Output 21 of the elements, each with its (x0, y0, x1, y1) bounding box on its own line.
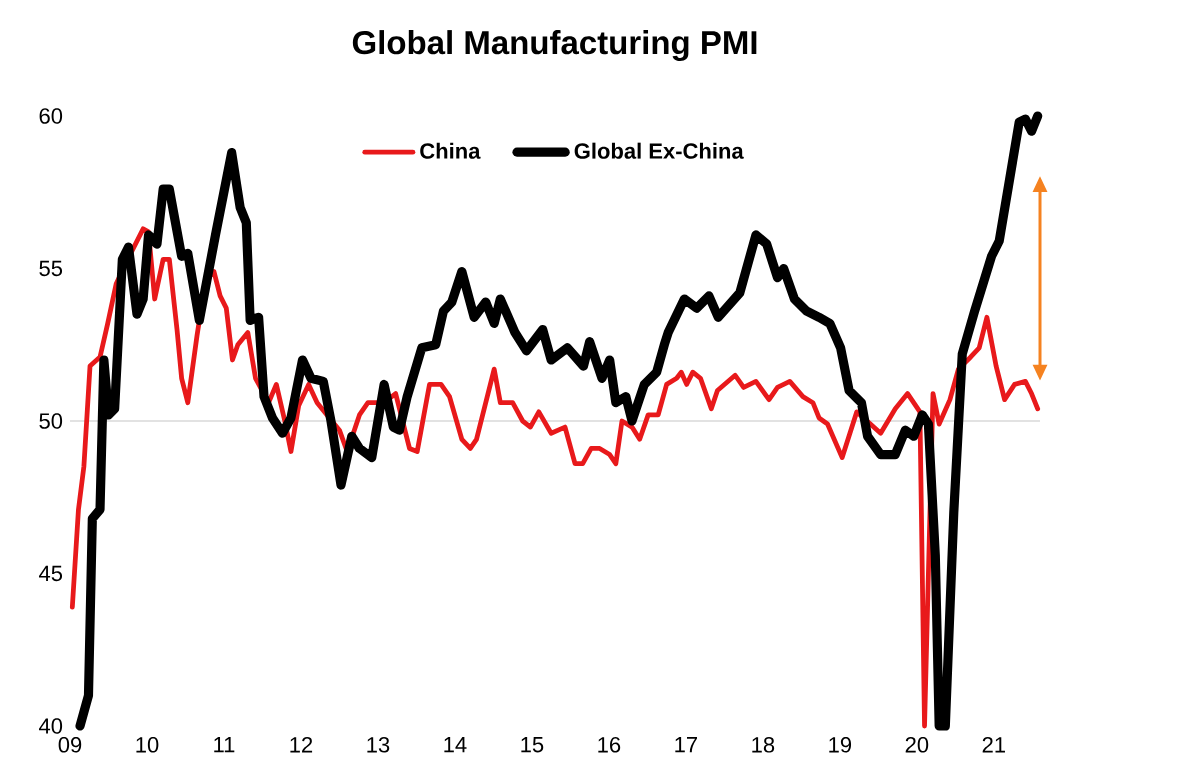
y-tick-label: 40 (38, 718, 63, 734)
y-tick-label: 45 (38, 565, 63, 582)
legend-label: China (420, 142, 481, 159)
legend-label: Global Ex-China (574, 142, 744, 159)
x-tick-label: 21 (982, 737, 1005, 753)
x-tick-label: 09 (58, 737, 82, 753)
x-tick-label: 13 (367, 737, 390, 753)
x-tick-label: 18 (752, 737, 775, 753)
x-tick-label: 16 (598, 737, 621, 753)
chart-title: Global Manufacturing PMI (352, 30, 757, 61)
x-tick-label: 14 (444, 737, 467, 753)
x-tick-label: 10 (136, 737, 159, 753)
x-tick-label: 15 (521, 737, 544, 753)
x-tick-label: 12 (290, 737, 313, 753)
x-tick-label: 20 (905, 737, 929, 753)
y-tick-label: 55 (39, 260, 63, 277)
x-tick-label: 19 (829, 737, 852, 753)
y-tick-label: 60 (39, 108, 63, 124)
y-tick-label: 50 (39, 413, 63, 429)
x-tick-label: 11 (214, 737, 235, 753)
x-tick-label: 17 (675, 737, 697, 753)
